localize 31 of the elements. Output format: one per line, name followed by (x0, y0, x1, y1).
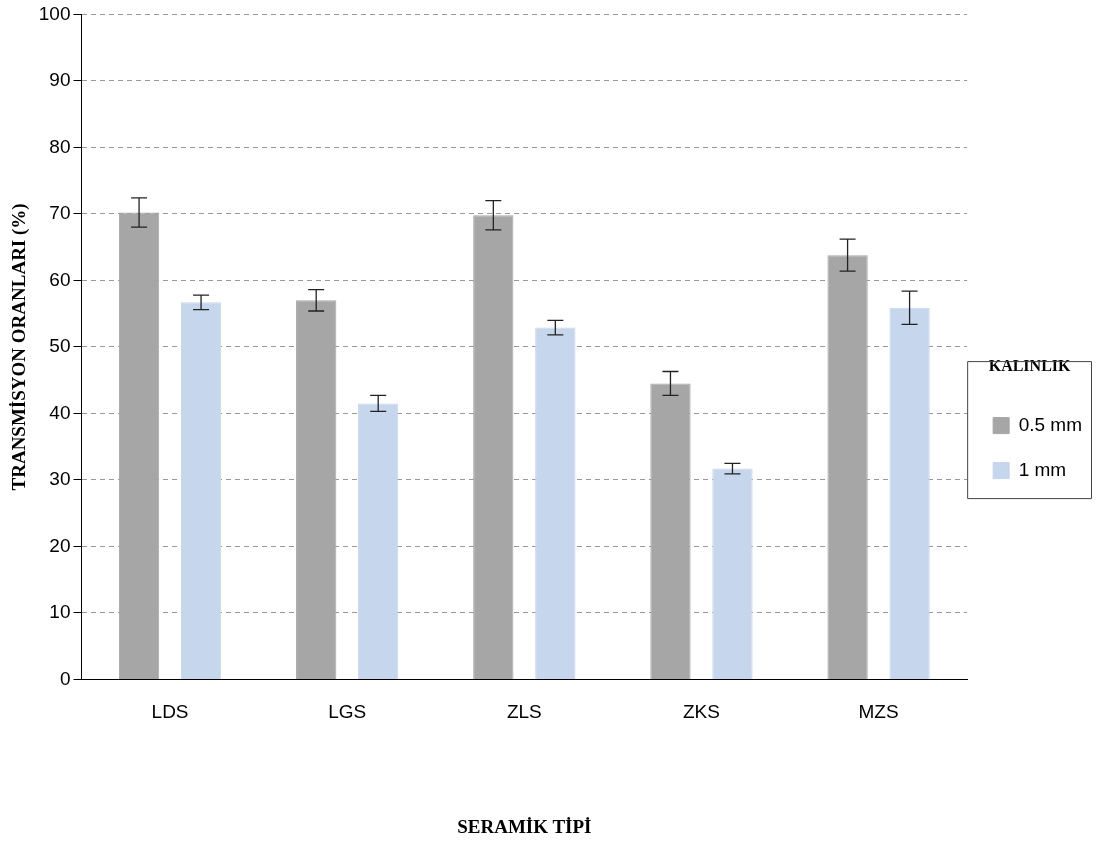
y-tick-label: 30 (49, 468, 71, 490)
y-axis-title: TRANSMİSYON ORANLARI (%) (8, 203, 31, 491)
bar (712, 468, 753, 679)
bar (827, 255, 868, 679)
bar (889, 307, 930, 679)
y-tick-label: 60 (49, 268, 71, 290)
y-tick-label: 20 (49, 534, 71, 556)
y-tick-label: 90 (49, 69, 71, 91)
y-tick-label: 100 (38, 2, 71, 24)
legend-label: 1 mm (1018, 458, 1067, 480)
y-tick-label: 10 (49, 601, 71, 623)
bar (180, 302, 222, 679)
bar (296, 300, 337, 679)
bar (118, 212, 160, 679)
y-tick-label: 80 (49, 135, 71, 157)
x-tick-label: LDS (151, 701, 189, 723)
x-tick-label: ZLS (506, 701, 542, 723)
x-tick-label: ZKS (682, 701, 720, 723)
bar (650, 383, 691, 679)
x-tick-label: LGS (328, 701, 367, 723)
bar (358, 403, 399, 679)
y-tick-label: 50 (49, 335, 71, 357)
legend-title: KALINLIK (988, 357, 1072, 375)
legend-label: 0.5 mm (1018, 413, 1083, 435)
bar (535, 327, 576, 679)
bar (473, 215, 514, 679)
y-tick-label: 40 (49, 401, 71, 423)
x-axis-title: SERAMİK TİPİ (457, 815, 592, 837)
y-tick-label: 70 (49, 202, 71, 224)
x-tick-label: MZS (858, 701, 899, 723)
y-tick-label: 0 (59, 667, 71, 689)
